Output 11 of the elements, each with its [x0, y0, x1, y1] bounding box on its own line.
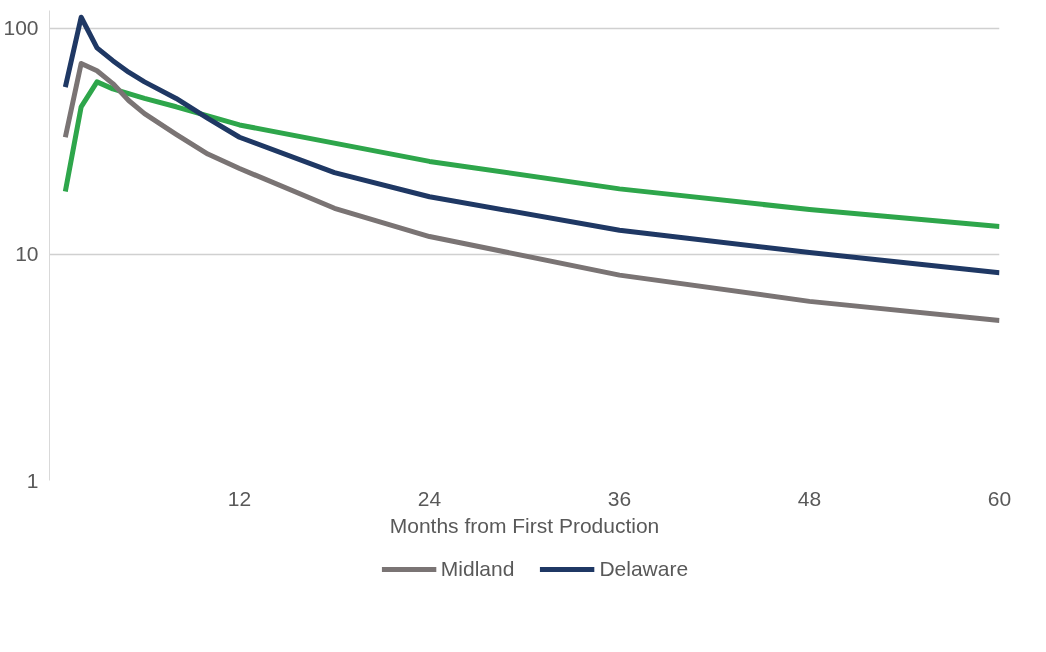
x-tick-label: 60: [987, 486, 1012, 510]
legend-label: Midland: [440, 557, 515, 581]
x-tick-label: 12: [227, 486, 252, 510]
x-tick-label: 36: [607, 486, 632, 510]
x-axis-title: Months from First Production: [389, 513, 660, 537]
y-tick-label: 100: [3, 16, 39, 40]
legend-label: Delaware: [599, 557, 689, 581]
y-tick-label: 10: [15, 242, 39, 266]
x-tick-label: 24: [417, 486, 442, 510]
x-tick-label: 48: [797, 486, 822, 510]
y-tick-label: 1: [26, 468, 39, 492]
